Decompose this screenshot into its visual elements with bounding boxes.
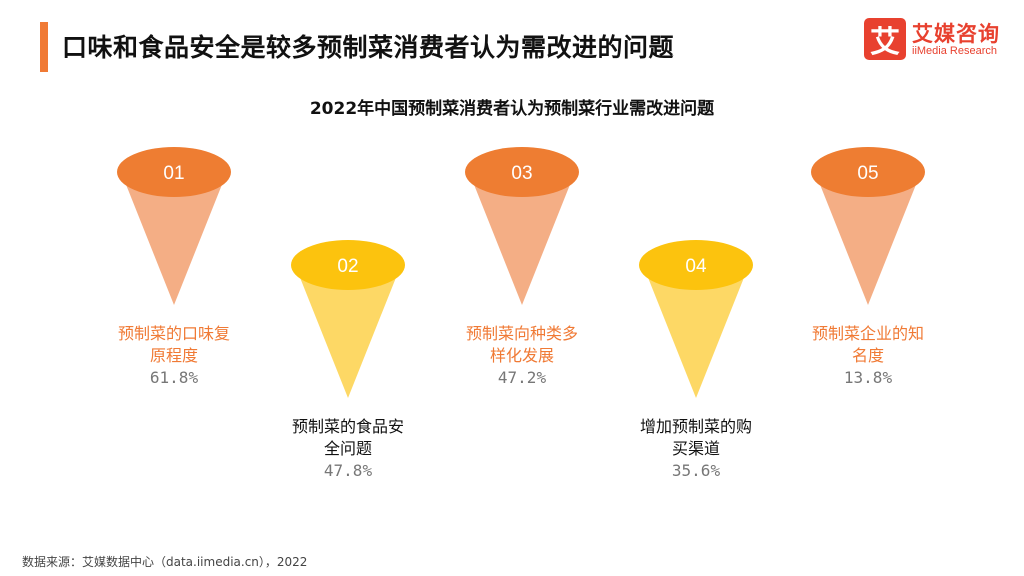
cone-label-line: 预制菜向种类多 xyxy=(465,324,578,343)
cone-index-02: 02 xyxy=(337,256,358,277)
cone-label-line: 预制菜的口味复 xyxy=(117,324,230,343)
cone-label-line: 原程度 xyxy=(149,346,198,365)
cone-index-01: 01 xyxy=(163,163,184,184)
cone-body-05 xyxy=(815,172,921,305)
cone-body-01 xyxy=(121,172,227,305)
cone-label-01: 预制菜的口味复 原程度 61.8% xyxy=(89,323,259,389)
cone-label-line: 预制菜企业的知 xyxy=(811,324,924,343)
title-accent-bar xyxy=(40,22,48,72)
page-title: 口味和食品安全是较多预制菜消费者认为需改进的问题 xyxy=(62,33,675,62)
cone-05: 05 xyxy=(811,147,925,305)
cone-value-04: 35.6% xyxy=(671,461,721,480)
cone-value-03: 47.2% xyxy=(497,368,547,387)
cone-top-05 xyxy=(811,147,925,197)
cone-label-line: 买渠道 xyxy=(671,439,720,458)
cone-03: 03 xyxy=(465,147,579,305)
logo-mark: 艾 xyxy=(864,18,906,60)
cone-label-03: 预制菜向种类多 样化发展 47.2% xyxy=(437,323,607,389)
cone-index-05: 05 xyxy=(857,163,878,184)
cone-index-04: 04 xyxy=(685,256,707,277)
cone-label-line: 增加预制菜的购 xyxy=(639,417,752,436)
iimedia-logo: 艾 艾媒咨询 iiMedia Research xyxy=(864,18,1014,62)
logo-name-en: iiMedia Research xyxy=(912,45,997,57)
cone-top-01 xyxy=(117,147,231,197)
cone-label-05: 预制菜企业的知 名度 13.8% xyxy=(783,323,953,389)
cone-label-line: 预制菜的食品安 xyxy=(291,417,404,436)
cone-body-02 xyxy=(295,265,401,398)
cone-value-02: 47.8% xyxy=(323,461,373,480)
cone-label-02: 预制菜的食品安 全问题 47.8% xyxy=(263,416,433,482)
cone-label-line: 样化发展 xyxy=(489,346,554,365)
cone-top-03 xyxy=(465,147,579,197)
logo-name-cn: 艾媒咨询 xyxy=(912,22,1000,46)
cone-label-04: 增加预制菜的购 买渠道 35.6% xyxy=(611,416,781,482)
cone-02: 02 xyxy=(291,240,405,398)
data-source: 数据来源：艾媒数据中心（data.iimedia.cn），2022 xyxy=(22,555,308,569)
cone-label-line: 全问题 xyxy=(323,439,372,458)
cone-top-02 xyxy=(291,240,405,290)
cone-01: 01 xyxy=(117,147,231,305)
cone-body-04 xyxy=(643,265,749,398)
cone-index-03: 03 xyxy=(511,163,532,184)
cone-body-03 xyxy=(469,172,575,305)
chart-title: 2022年中国预制菜消费者认为预制菜行业需改进问题 xyxy=(309,99,715,119)
cone-label-line: 名度 xyxy=(851,346,884,365)
cone-04: 04 xyxy=(639,240,753,398)
cone-top-04 xyxy=(639,240,753,290)
cone-value-01: 61.8% xyxy=(149,368,199,387)
cone-value-05: 13.8% xyxy=(843,368,893,387)
